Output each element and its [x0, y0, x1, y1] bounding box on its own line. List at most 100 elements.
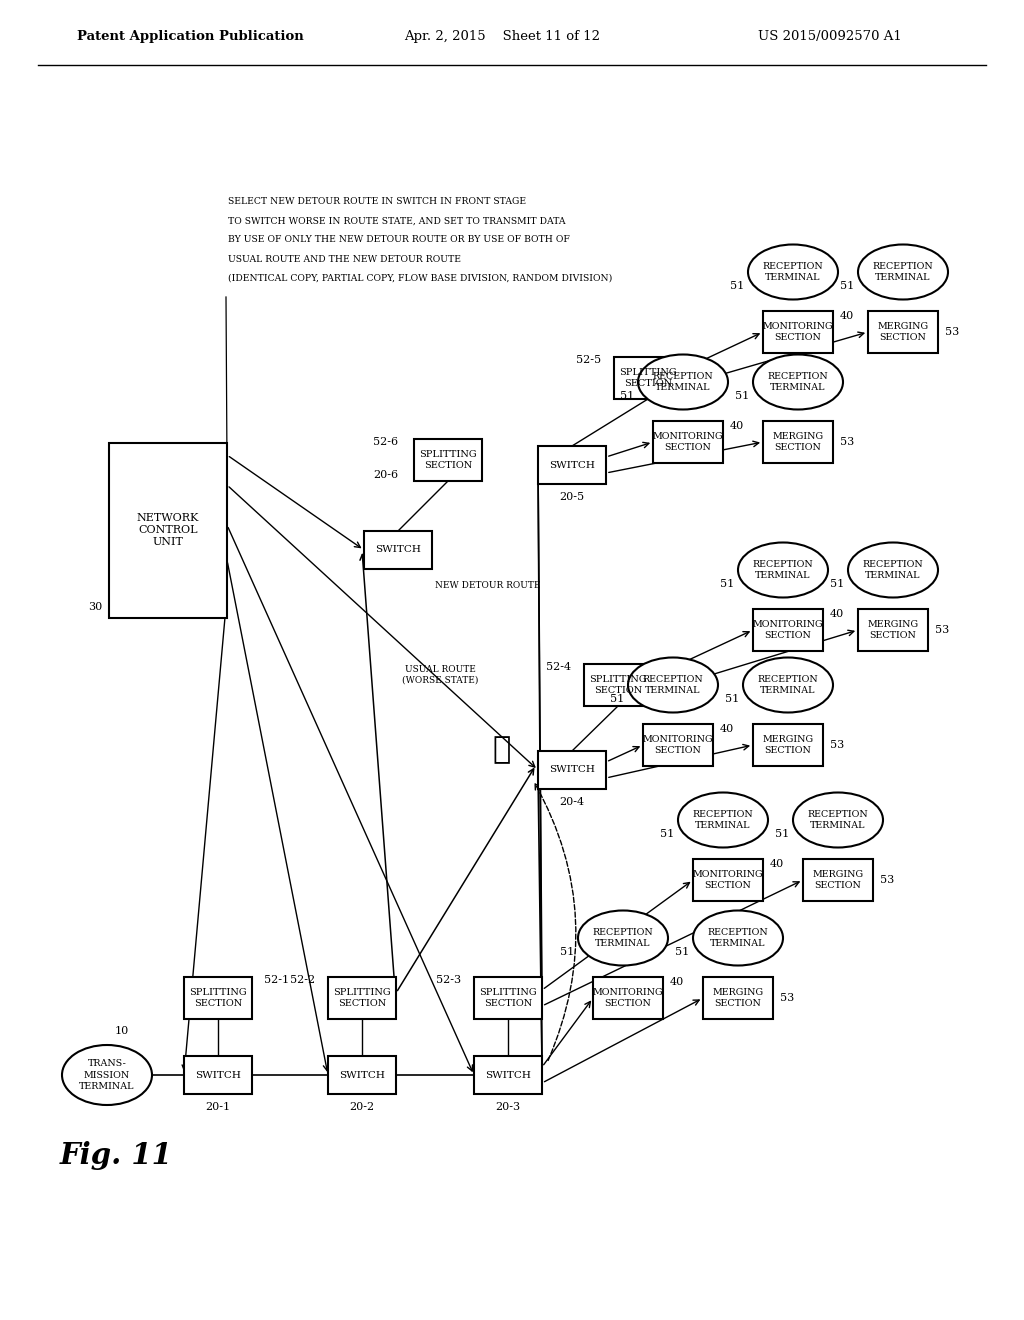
Text: SPLITTING
SECTION: SPLITTING SECTION [333, 987, 391, 1008]
Text: 51: 51 [725, 694, 739, 704]
Text: ✕: ✕ [493, 734, 511, 766]
Text: 52-6: 52-6 [374, 437, 398, 447]
Bar [474, 977, 542, 1019]
Text: 10: 10 [115, 1026, 129, 1036]
Bar [614, 356, 682, 399]
Text: SPLITTING
SECTION: SPLITTING SECTION [479, 987, 537, 1008]
Bar [753, 609, 823, 651]
Text: MONITORING
SECTION: MONITORING SECTION [692, 870, 763, 890]
Text: 40: 40 [720, 723, 734, 734]
Text: 30: 30 [88, 602, 102, 612]
Text: RECEPTION
TERMINAL: RECEPTION TERMINAL [872, 261, 933, 282]
Text: 51: 51 [775, 829, 790, 840]
Text: USUAL ROUTE AND THE NEW DETOUR ROUTE: USUAL ROUTE AND THE NEW DETOUR ROUTE [228, 255, 461, 264]
Text: 40: 40 [840, 312, 854, 321]
Text: 51: 51 [659, 829, 674, 840]
Text: MERGING
SECTION: MERGING SECTION [713, 987, 764, 1008]
Text: MONITORING
SECTION: MONITORING SECTION [643, 735, 714, 755]
Text: USUAL ROUTE
(WORSE STATE): USUAL ROUTE (WORSE STATE) [401, 665, 478, 685]
Text: 20-6: 20-6 [374, 470, 398, 480]
Text: RECEPTION
TERMINAL: RECEPTION TERMINAL [753, 560, 813, 579]
Text: SELECT NEW DETOUR ROUTE IN SWITCH IN FRONT STAGE: SELECT NEW DETOUR ROUTE IN SWITCH IN FRO… [228, 198, 526, 206]
Text: MONITORING
SECTION: MONITORING SECTION [593, 987, 664, 1008]
Text: 52-2: 52-2 [291, 975, 315, 985]
Text: 51: 51 [720, 579, 734, 589]
Bar [593, 977, 663, 1019]
Bar [474, 1056, 542, 1094]
Bar [693, 859, 763, 902]
Bar [328, 977, 396, 1019]
Text: 51: 51 [730, 281, 744, 290]
Text: 20-5: 20-5 [559, 492, 585, 502]
Ellipse shape [748, 244, 838, 300]
Bar [538, 446, 606, 484]
Text: MONITORING
SECTION: MONITORING SECTION [652, 432, 723, 451]
Bar [753, 723, 823, 766]
Text: 40: 40 [730, 421, 744, 432]
Text: 53: 53 [945, 327, 959, 337]
Ellipse shape [678, 792, 768, 847]
Ellipse shape [738, 543, 828, 598]
Text: RECEPTION
TERMINAL: RECEPTION TERMINAL [643, 675, 703, 696]
Text: BY USE OF ONLY THE NEW DETOUR ROUTE OR BY USE OF BOTH OF: BY USE OF ONLY THE NEW DETOUR ROUTE OR B… [228, 235, 570, 244]
Ellipse shape [578, 911, 668, 965]
Text: MERGING
SECTION: MERGING SECTION [867, 620, 919, 640]
Bar [584, 664, 652, 706]
Text: MERGING
SECTION: MERGING SECTION [878, 322, 929, 342]
Bar [538, 751, 606, 789]
Text: Patent Application Publication: Patent Application Publication [77, 30, 303, 44]
Ellipse shape [743, 657, 833, 713]
Text: MERGING
SECTION: MERGING SECTION [812, 870, 863, 890]
Text: 20-2: 20-2 [349, 1102, 375, 1111]
Bar [803, 859, 873, 902]
Text: 51: 51 [675, 946, 689, 957]
Text: MERGING
SECTION: MERGING SECTION [772, 432, 823, 451]
Text: RECEPTION
TERMINAL: RECEPTION TERMINAL [593, 928, 653, 948]
Text: SWITCH: SWITCH [549, 461, 595, 470]
Ellipse shape [693, 911, 783, 965]
Bar [109, 442, 227, 618]
Text: RECEPTION
TERMINAL: RECEPTION TERMINAL [692, 810, 754, 830]
Text: US 2015/0092570 A1: US 2015/0092570 A1 [758, 30, 901, 44]
Text: SWITCH: SWITCH [375, 545, 421, 554]
Text: 53: 53 [829, 741, 844, 750]
Text: RECEPTION
TERMINAL: RECEPTION TERMINAL [763, 261, 823, 282]
Text: SPLITTING
SECTION: SPLITTING SECTION [189, 987, 247, 1008]
Ellipse shape [858, 244, 948, 300]
Bar [653, 421, 723, 463]
Text: 40: 40 [829, 609, 844, 619]
Text: 53: 53 [935, 624, 949, 635]
Text: 53: 53 [880, 875, 894, 884]
Text: 51: 51 [610, 694, 624, 704]
Text: RECEPTION
TERMINAL: RECEPTION TERMINAL [768, 372, 828, 392]
Text: 51: 51 [829, 579, 844, 589]
Ellipse shape [848, 543, 938, 598]
Text: NEW DETOUR ROUTE: NEW DETOUR ROUTE [435, 581, 541, 590]
Ellipse shape [638, 355, 728, 409]
Text: 20-3: 20-3 [496, 1102, 520, 1111]
Text: SPLITTING
SECTION: SPLITTING SECTION [419, 450, 477, 470]
Text: SWITCH: SWITCH [339, 1071, 385, 1080]
Text: 53: 53 [780, 993, 795, 1003]
Ellipse shape [753, 355, 843, 409]
Bar [184, 977, 252, 1019]
Text: MONITORING
SECTION: MONITORING SECTION [753, 620, 823, 640]
Bar [364, 531, 432, 569]
Text: 40: 40 [670, 977, 684, 987]
Bar [643, 723, 713, 766]
Text: SPLITTING
SECTION: SPLITTING SECTION [620, 368, 677, 388]
Text: NETWORK
CONTROL
UNIT: NETWORK CONTROL UNIT [137, 512, 200, 548]
Text: RECEPTION
TERMINAL: RECEPTION TERMINAL [708, 928, 768, 948]
Bar [328, 1056, 396, 1094]
Ellipse shape [62, 1045, 152, 1105]
Bar [763, 421, 833, 463]
Text: 53: 53 [840, 437, 854, 447]
Bar [414, 440, 482, 480]
Text: (IDENTICAL COPY, PARTIAL COPY, FLOW BASE DIVISION, RANDOM DIVISION): (IDENTICAL COPY, PARTIAL COPY, FLOW BASE… [228, 273, 612, 282]
Text: Fig. 11: Fig. 11 [60, 1140, 173, 1170]
Text: 52-1: 52-1 [264, 975, 290, 985]
Text: SWITCH: SWITCH [195, 1071, 241, 1080]
Text: 20-4: 20-4 [559, 797, 585, 807]
Text: Apr. 2, 2015    Sheet 11 of 12: Apr. 2, 2015 Sheet 11 of 12 [404, 30, 600, 44]
Text: 51: 51 [620, 391, 634, 401]
